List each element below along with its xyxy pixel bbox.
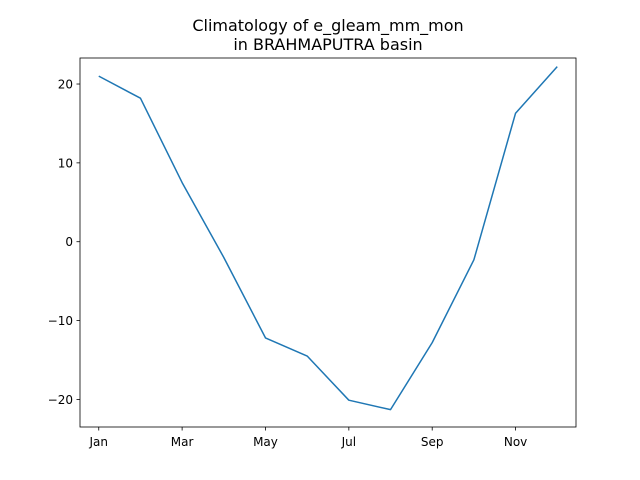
y-tick-label-3: 10: [58, 156, 73, 170]
y-tick-label-2: 0: [65, 235, 73, 249]
x-tick-label-1: Mar: [171, 435, 194, 449]
y-tick-label-4: 20: [58, 78, 73, 92]
y-tick-label-1: −10: [48, 314, 73, 328]
series-line-0: [98, 66, 558, 411]
x-tick-label-5: Nov: [504, 435, 527, 449]
x-tick-label-4: Sep: [421, 435, 444, 449]
x-tick-label-2: May: [253, 435, 278, 449]
x-tick-label-3: Jul: [341, 435, 356, 449]
chart-title-line1: Climatology of e_gleam_mm_mon: [192, 16, 463, 36]
plot-area: Jan Mar May Jul Sep Nov −20 −10 0 10 20: [48, 57, 577, 449]
axes-frame: [79, 57, 577, 428]
y-tick-label-0: −20: [48, 393, 73, 407]
chart-title-line2: in BRAHMAPUTRA basin: [233, 35, 422, 54]
x-tick-label-0: Jan: [89, 435, 109, 449]
